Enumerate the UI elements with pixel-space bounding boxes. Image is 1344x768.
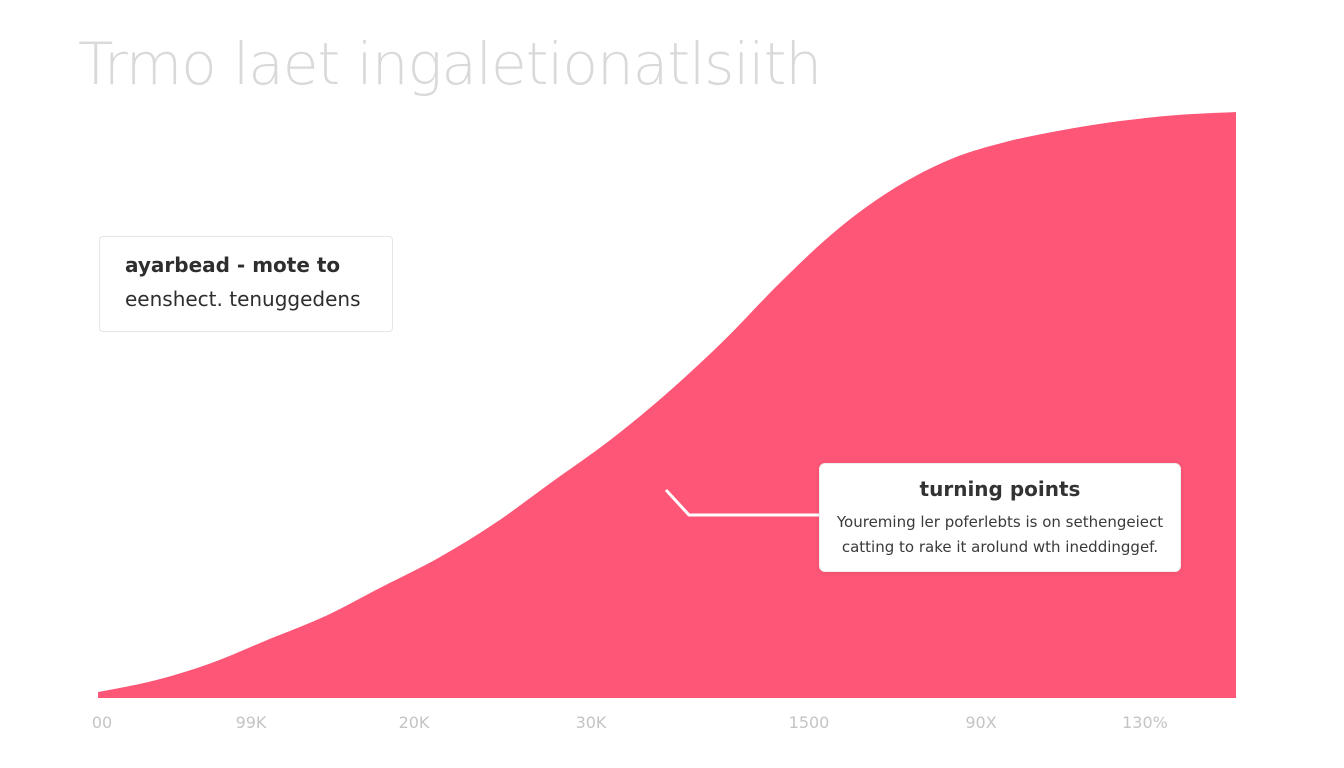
x-tick-label: 99K	[236, 713, 267, 732]
x-tick-label: 90X	[965, 713, 996, 732]
area-series	[98, 112, 1236, 698]
x-tick-label: 130%	[1122, 713, 1168, 732]
callout-line-2: catting to rake it arolund wth ineddingg…	[841, 538, 1159, 556]
area-layer	[98, 112, 1236, 698]
x-tick-label: 30K	[576, 713, 607, 732]
turning-points-callout: turning points Youreming ler poferlebts …	[819, 463, 1181, 572]
note-box: ayarbead - mote to eenshect. tenuggedens	[99, 236, 393, 332]
x-tick-label: 20K	[399, 713, 430, 732]
callout-line-1: Youreming ler poferlebts is on sethengei…	[836, 513, 1164, 531]
x-tick-label: 00	[92, 713, 112, 732]
x-axis-ticks: 00 99K 20K 30K 1500 90X 130%	[92, 713, 1168, 732]
x-tick-label: 1500	[789, 713, 830, 732]
callout-connector	[664, 488, 819, 517]
note-title: ayarbead - mote to	[125, 253, 341, 277]
note-subtitle: eenshect. tenuggedens	[125, 287, 361, 311]
chart-title: Trmo laet ingaletionatlsiith	[78, 30, 822, 98]
callout-body: Youreming ler poferlebts is on sethengei…	[820, 510, 1180, 560]
connector-layer	[664, 488, 819, 517]
callout-title: turning points	[919, 477, 1081, 501]
